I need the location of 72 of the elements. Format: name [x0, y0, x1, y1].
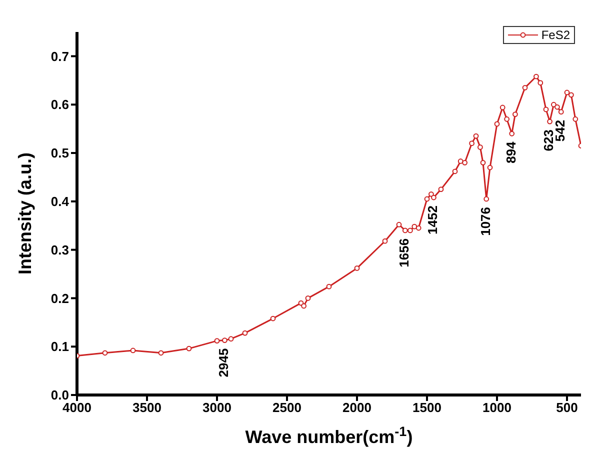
- point: [504, 116, 510, 122]
- point: [554, 104, 560, 110]
- point: [458, 158, 464, 164]
- y-tick-label: 0.3: [50, 242, 69, 258]
- point: [270, 316, 276, 322]
- x-tick-label: 2000: [342, 400, 372, 416]
- point: [412, 224, 418, 230]
- y-tick-label: 0.0: [50, 388, 69, 403]
- annotation: 1656: [396, 238, 412, 268]
- point: [438, 186, 444, 192]
- point: [572, 116, 578, 122]
- point: [522, 84, 528, 90]
- x-tick-label: 4000: [62, 400, 92, 416]
- point: [512, 112, 518, 117]
- annotation: 1076: [478, 206, 493, 236]
- x-axis-title: Wave number(cm$^{-1}$): [245, 424, 413, 447]
- y-tick-label: 0.6: [50, 97, 69, 112]
- y-tick-label: 0.4: [50, 194, 70, 210]
- y-tick-label: 0.2: [50, 290, 69, 306]
- y-tick-label: 0.5: [50, 146, 69, 161]
- point: [469, 140, 474, 146]
- point: [186, 346, 192, 352]
- point: [494, 121, 500, 127]
- point: [402, 228, 408, 234]
- x-tick-label: 2500: [272, 400, 302, 416]
- point: [509, 130, 515, 136]
- legend-label: FeS2: [541, 28, 570, 42]
- y-tick-label: 0.1: [50, 339, 69, 354]
- point: [564, 90, 570, 96]
- point: [242, 330, 248, 336]
- point: [538, 80, 544, 86]
- x-tick-label: 1500: [412, 400, 442, 416]
- point: [543, 106, 549, 112]
- point: [222, 338, 228, 344]
- point: [326, 284, 332, 290]
- x-tick-label: 500: [556, 400, 578, 416]
- x-tick-label: 1000: [482, 400, 512, 416]
- point: [416, 225, 422, 231]
- point: [305, 296, 311, 301]
- point: [568, 92, 574, 98]
- point: [408, 228, 413, 234]
- point: [462, 160, 468, 166]
- x-tick-label: 3500: [132, 400, 162, 416]
- point: [396, 222, 402, 228]
- point: [473, 133, 479, 139]
- y-axis-title: Intensity (a.u.): [14, 152, 35, 275]
- point: [478, 144, 483, 150]
- point: [382, 238, 388, 244]
- point: [431, 194, 436, 200]
- annotation: 1452: [425, 206, 440, 234]
- point: [500, 104, 506, 110]
- point: [547, 118, 552, 124]
- point: [484, 196, 490, 202]
- x-tick-label: 3000: [202, 400, 232, 416]
- point: [130, 348, 136, 354]
- point: [551, 102, 556, 108]
- annotation: 2945: [216, 348, 232, 378]
- point: [228, 336, 234, 342]
- point: [102, 350, 108, 356]
- point: [487, 164, 493, 170]
- point: [534, 74, 539, 80]
- point: [214, 338, 220, 344]
- point: [301, 303, 306, 309]
- point: [158, 350, 164, 356]
- point: [354, 265, 360, 271]
- point: [452, 168, 458, 174]
- point: [480, 160, 486, 166]
- point: [428, 191, 434, 197]
- y-tick-label: 0.7: [50, 48, 69, 64]
- annotation: 894: [503, 140, 518, 164]
- point: [424, 196, 430, 202]
- point: [558, 109, 564, 115]
